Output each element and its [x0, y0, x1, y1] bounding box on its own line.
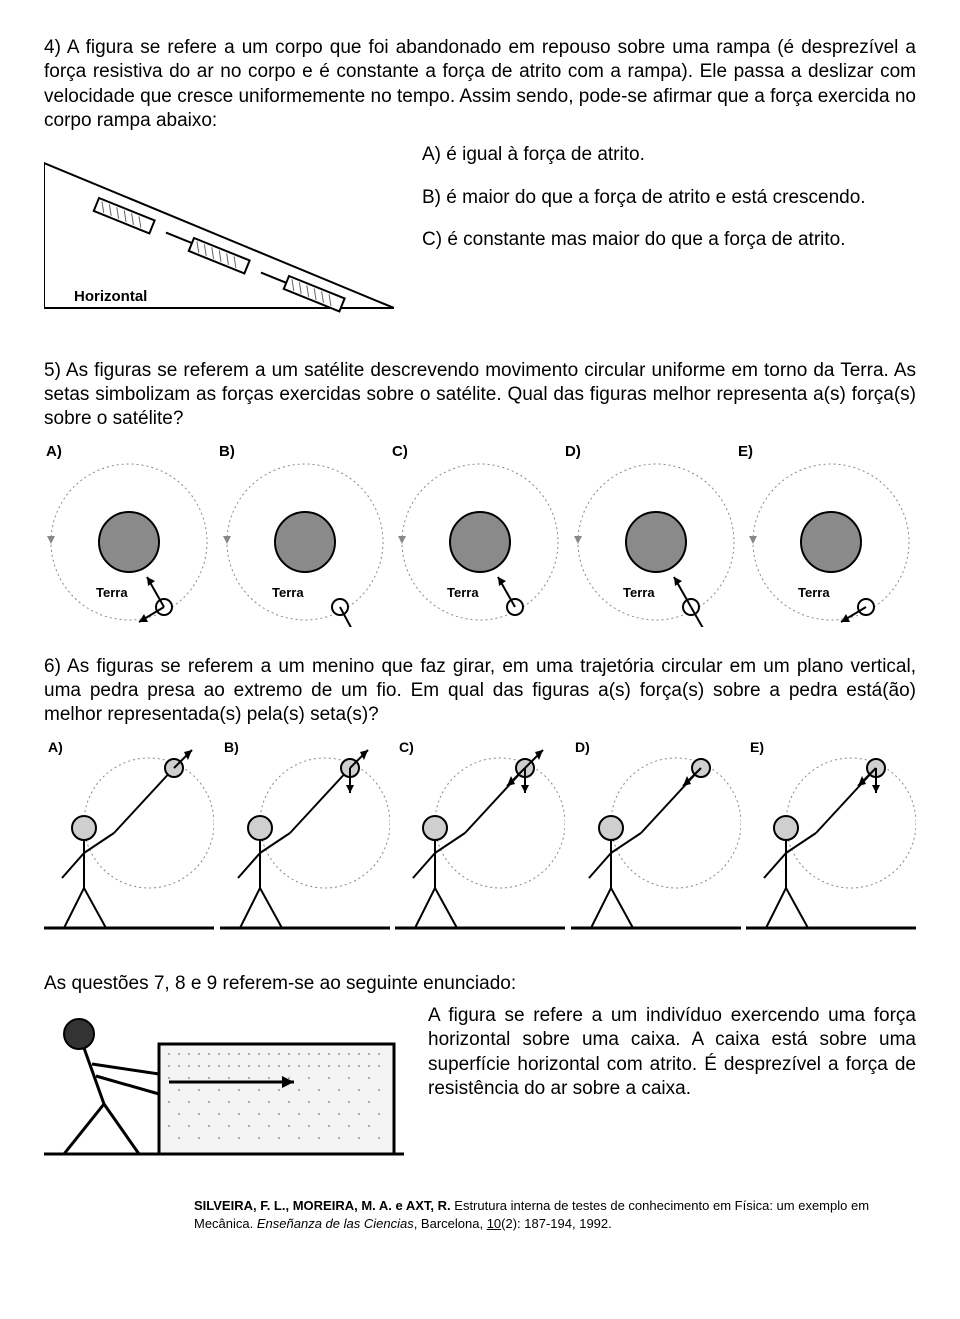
svg-text:Terra: Terra: [623, 585, 655, 600]
q4-text: 4) A figura se refere a um corpo que foi…: [44, 36, 916, 133]
q5-fig-a: Terra: [44, 457, 214, 627]
svg-text:D): D): [575, 739, 590, 755]
q6-fig-d: D): [571, 738, 741, 938]
q4-opt-b: B) é maior do que a força de atrito e es…: [422, 186, 916, 210]
q5-text: 5) As figuras se referem a um satélite d…: [44, 359, 916, 432]
footer-tail1: , Barcelona,: [414, 1216, 487, 1231]
q4-opt-a: A) é igual à força de atrito.: [422, 143, 916, 167]
footer-tail2: (2): 187-194, 1992.: [501, 1216, 612, 1231]
q7-text: A figura se refere a um indivíduo exerce…: [428, 1004, 916, 1101]
footer-citation: SILVEIRA, F. L., MOREIRA, M. A. e AXT, R…: [44, 1197, 916, 1232]
svg-text:B): B): [224, 739, 239, 755]
q6-fig-c: C): [395, 738, 565, 938]
q4-row: Horizontal A) é igual à força de atrito.…: [44, 143, 916, 330]
q7-row: A figura se refere a um indivíduo exerce…: [44, 1004, 916, 1171]
footer-vol: 10: [487, 1216, 501, 1231]
q6-figures: A) B) C): [44, 738, 916, 938]
svg-text:A): A): [48, 739, 63, 755]
horizontal-label: Horizontal: [74, 288, 147, 305]
q5-fig-c: Terra: [395, 457, 565, 627]
q6-fig-b: B): [220, 738, 390, 938]
svg-text:E): E): [750, 739, 764, 755]
footer-journal: Enseñanza de las Ciencias: [257, 1216, 414, 1231]
q7-head: As questões 7, 8 e 9 referem-se ao segui…: [44, 972, 916, 996]
svg-text:Terra: Terra: [96, 585, 128, 600]
svg-text:Terra: Terra: [447, 585, 479, 600]
footer-authors: SILVEIRA, F. L., MOREIRA, M. A. e AXT, R…: [194, 1198, 451, 1213]
q6-text: 6) As figuras se referem a um menino que…: [44, 655, 916, 728]
q5-fig-e: Terra: [746, 457, 916, 627]
q4-figure: Horizontal: [44, 143, 394, 330]
svg-text:Terra: Terra: [798, 585, 830, 600]
q5-figures: Terra Terra Terra Terra Terra: [44, 457, 916, 627]
q5-fig-b: Terra: [220, 457, 390, 627]
q5-fig-d: Terra: [571, 457, 741, 627]
q4-opt-c: C) é constante mas maior do que a força …: [422, 228, 916, 252]
q4-options: A) é igual à força de atrito. B) é maior…: [422, 143, 916, 270]
q7-figure: [44, 1004, 404, 1171]
svg-text:Terra: Terra: [272, 585, 304, 600]
svg-text:C): C): [399, 739, 414, 755]
q6-fig-e: E): [746, 738, 916, 938]
q6-fig-a: A): [44, 738, 214, 938]
